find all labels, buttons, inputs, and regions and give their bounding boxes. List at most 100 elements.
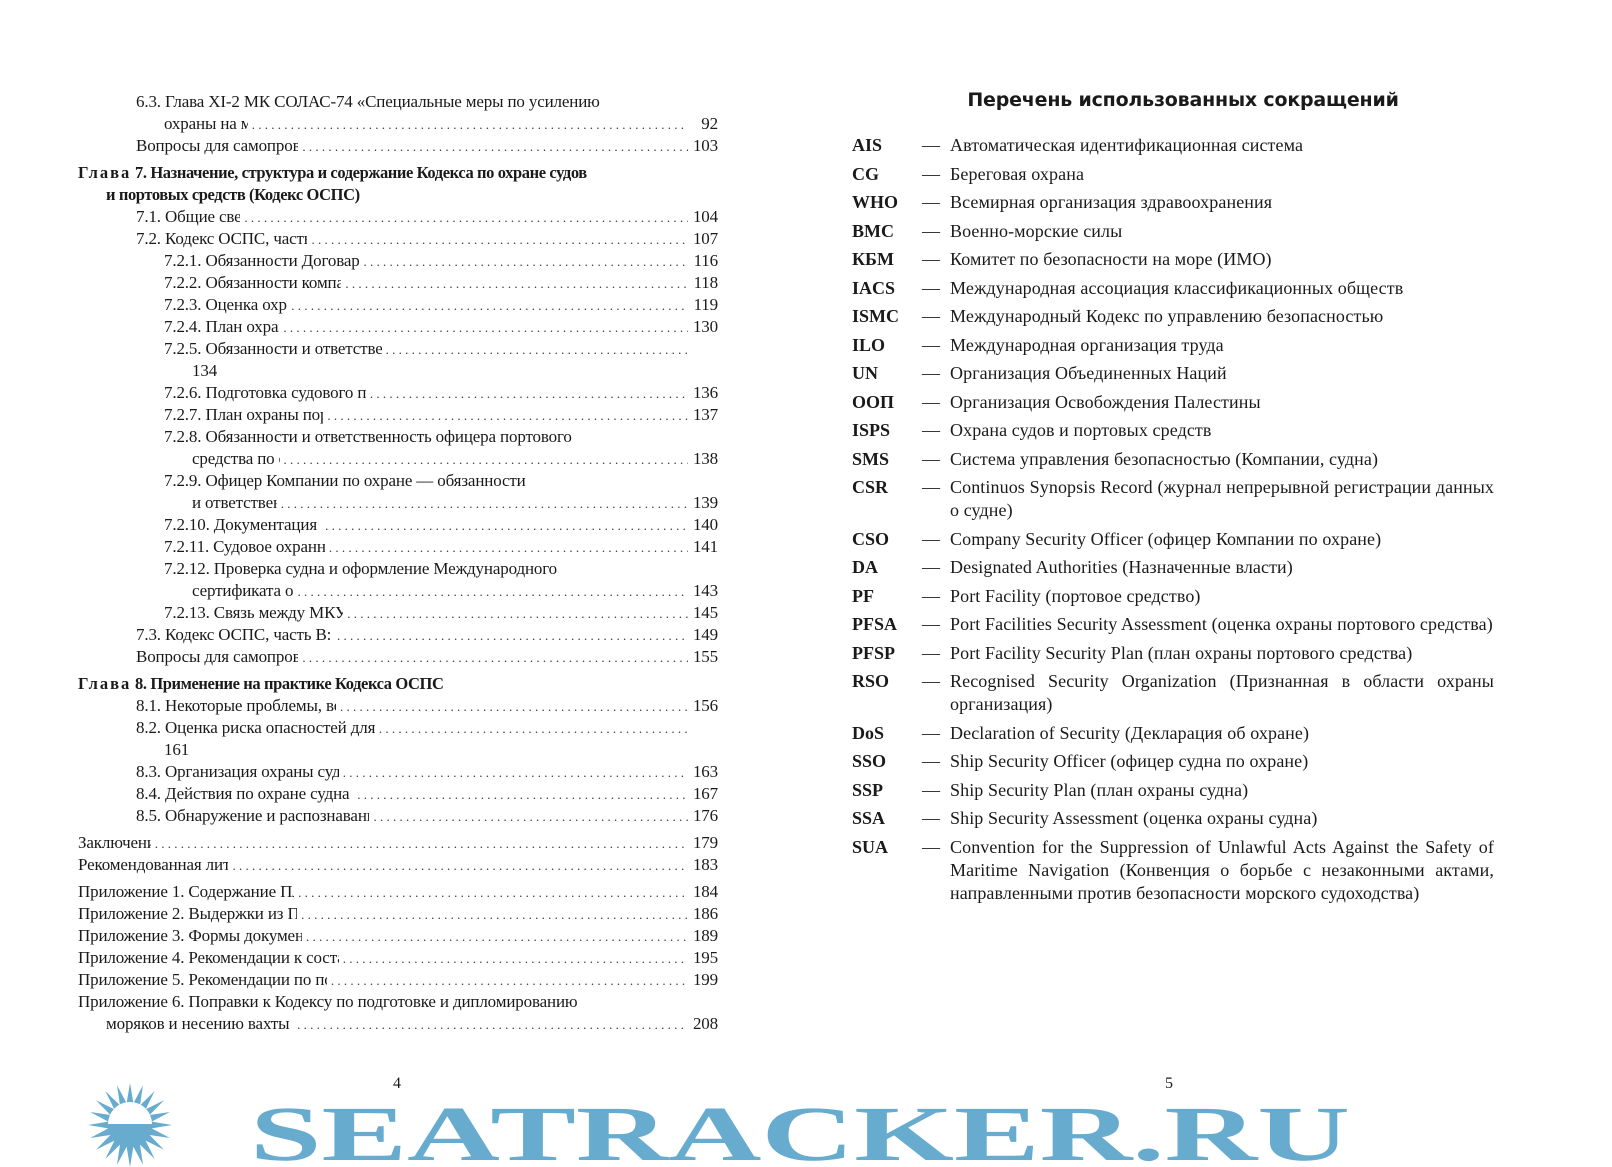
dot-leader	[373, 805, 688, 827]
abbreviation-definition: Автоматическая идентификационная система	[950, 135, 1304, 155]
toc-entry-title: 7.2.7. План охраны портового средства	[164, 405, 323, 424]
toc-entry: 7.2.5. Обязанности и ответственность офи…	[78, 338, 718, 360]
right-page-abbreviations: Перечень использованных сокращений AIS — А…	[852, 88, 1494, 910]
toc-entry-title: 7.2.13. Связь между МКУБ и Кодексом ОСПС	[164, 603, 344, 622]
toc-entry-page: 199	[692, 970, 718, 989]
toc-entry-title: моряков и несению вахты (Кодекс ПДНВ)	[106, 1014, 293, 1033]
abbreviation-definition: Военно-морские силы	[950, 220, 1123, 241]
dash: —	[922, 477, 940, 497]
toc-entry-title: сертификата об охране	[192, 581, 294, 600]
abbreviation: CG	[852, 163, 879, 184]
dot-leader	[281, 492, 688, 514]
dot-leader	[298, 881, 688, 903]
toc-chapter-heading: Глава 8. Применение на практике Кодекса …	[78, 673, 718, 695]
abbreviations-list: AIS — Автоматическая идентификационная сис…	[852, 134, 1494, 905]
abbreviation-row: SMS — Система управления безопасностью (Ко…	[852, 448, 1494, 471]
abbreviation-definition: Ship Security Plan (план охраны судна)	[950, 779, 1249, 800]
dot-leader	[311, 228, 688, 250]
toc-entry-title: 7.2.4. План охраны судна	[164, 317, 279, 336]
toc-entry: 7.2.9. Офицер Компании по охране — обяза…	[78, 470, 718, 492]
toc-entry-page: 138	[692, 449, 718, 468]
dash: —	[922, 363, 940, 383]
toc-entry-title: 7.2.12. Проверка судна и оформление Межд…	[164, 559, 558, 578]
abbreviation-row: PF — Port Facility (портовое средство)	[852, 585, 1494, 608]
toc-entry-title: 6.3. Глава XI-2 МК СОЛАС-74 «Специальные…	[136, 92, 600, 111]
abbreviation: RSO	[852, 671, 890, 691]
dash: —	[922, 192, 940, 212]
abbreviation-row: ISPS — Охрана судов и портовых средств	[852, 419, 1494, 442]
toc-entry-page: 156	[692, 696, 718, 715]
toc-entry-title: 7.2.11. Судовое охранное оборудование	[164, 537, 325, 556]
toc-entry: Приложение 3. Формы документов об охране…	[78, 925, 718, 947]
abbreviation-definition: Continuos Synopsis Record (журнал непрер…	[950, 477, 1494, 520]
dot-leader	[244, 206, 688, 228]
abbreviation: КБМ	[852, 249, 894, 269]
toc-entry-title: Приложение 2. Выдержки из Плана охраны с…	[78, 904, 298, 923]
abbreviation-row: КБМ — Комитет по безопасности на море (ИМО…	[852, 248, 1494, 271]
chapter-title: 7. Назначение, структура и содержание Ко…	[131, 163, 587, 182]
toc-entry-page: 145	[692, 603, 718, 622]
dot-leader	[386, 338, 688, 360]
toc-entry-page: 143	[692, 581, 718, 600]
toc-entry: 7.2.6. Подготовка судового персонала для…	[78, 382, 718, 404]
dot-leader	[298, 580, 688, 602]
toc-entry: 8.3. Организация охраны судна при стоянк…	[78, 761, 718, 783]
abbreviation-row: SSP — Ship Security Plan (план охраны судн…	[852, 779, 1494, 802]
abbreviation: ISPS	[852, 420, 891, 440]
dot-leader	[343, 761, 688, 783]
abbreviation-definition: Recognised Security Organization (Призна…	[950, 671, 1494, 714]
toc-entry-page: 161	[164, 740, 190, 759]
dash: —	[922, 249, 940, 269]
abbreviation-definition: Организация Освобождения Палестины	[950, 391, 1261, 412]
toc-chapter-heading: Глава 7. Назначение, структура и содержа…	[78, 162, 718, 184]
abbreviation-definition: Port Facilities Security Assessment (оце…	[950, 614, 1493, 634]
toc-entry-page: 119	[693, 295, 718, 314]
abbreviation-definition: Организация Объединенных Наций	[950, 363, 1227, 383]
toc-entry: 7.2.11. Судовое охранное оборудование 141	[78, 536, 718, 558]
dash: —	[922, 722, 940, 743]
abbreviation-row: PFSP — Port Facility Security Plan (план о…	[852, 642, 1494, 665]
abbreviation-definition: Ship Security Officer (офицер судна по о…	[950, 751, 1309, 771]
dot-leader	[284, 448, 688, 470]
dot-leader	[302, 135, 688, 157]
toc-entry: Приложение 2. Выдержки из Плана охраны с…	[78, 903, 718, 925]
abbreviation-definition: Ship Security Assessment (оценка охраны …	[950, 808, 1318, 828]
abbreviation: SMS	[852, 448, 890, 469]
toc-entry: Вопросы для самопроверки к главе 7 155	[78, 646, 718, 668]
toc-entry-page: 179	[692, 833, 718, 852]
toc-entry-title: 8.2. Оценка риска опасностей для судна в…	[136, 718, 375, 737]
abbreviation: ILO	[852, 334, 886, 355]
dash: —	[922, 751, 940, 771]
toc-entry-title: Заключение	[78, 833, 151, 852]
dash: —	[922, 836, 940, 857]
toc-entry-page: 92	[701, 114, 718, 133]
dot-leader	[337, 624, 688, 646]
toc-entry-title: 7.2.9. Офицер Компании по охране — обяза…	[164, 471, 526, 490]
toc-entry-title: Приложение 3. Формы документов об охране…	[78, 926, 303, 945]
toc-entry-page-wrapped: 134	[78, 360, 718, 382]
toc-entry-page: 116	[693, 251, 718, 270]
abbreviation-definition: Port Facility Security Plan (план охраны…	[950, 642, 1413, 663]
toc-entry: 7.3. Кодекс ОСПС, часть В: основные поло…	[78, 624, 718, 646]
toc-entry-page: 103	[692, 136, 718, 155]
abbreviation-row: WHO — Всемирная организация здравоохранени…	[852, 191, 1494, 214]
toc-entry-title: 7.3. Кодекс ОСПС, часть В: основные поло…	[136, 625, 333, 644]
abbreviation-definition: Company Security Officer (офицер Компани…	[950, 528, 1382, 549]
toc-entry: Заключение 179	[78, 832, 718, 854]
dot-leader	[283, 316, 688, 338]
toc-entry-title: охраны на море»	[164, 114, 248, 133]
dash: —	[922, 306, 940, 326]
dot-leader	[301, 903, 688, 925]
toc-entry-title: Вопросы для самопроверки к главе 6	[136, 136, 299, 155]
toc-entry-page: 189	[692, 926, 718, 945]
abbreviation: DoS	[852, 722, 885, 743]
toc-entry-title: Приложение 6. Поправки к Кодексу по подг…	[78, 992, 578, 1011]
dot-leader	[340, 695, 688, 717]
abbreviation-row: RSO — Recognised Security Organization (Пр…	[852, 670, 1494, 716]
abbreviation: PF	[852, 585, 874, 606]
abbreviation: SSA	[852, 808, 886, 828]
toc-entry-title: средства по охране	[192, 449, 280, 468]
abbreviation-row: ISMC — Международный Кодекс по управлению …	[852, 305, 1494, 328]
toc-entry-title: 8.5. Обнаружение и распознавание опасных…	[136, 806, 369, 825]
toc-entry: 8.5. Обнаружение и распознавание опасных…	[78, 805, 718, 827]
